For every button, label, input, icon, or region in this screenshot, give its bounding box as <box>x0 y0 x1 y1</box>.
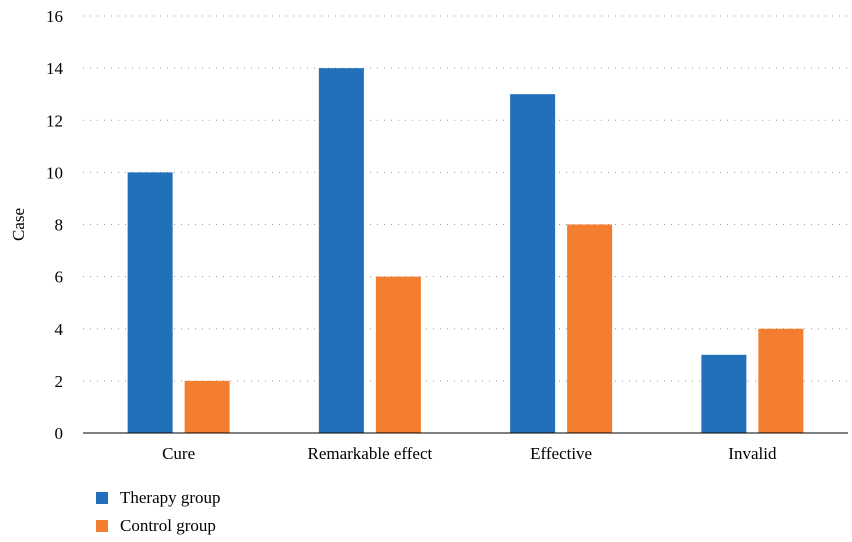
x-tick-label: Invalid <box>728 444 777 463</box>
bar-control-group <box>758 328 804 433</box>
legend-label: Therapy group <box>120 488 221 507</box>
legend-item: Therapy group <box>96 484 221 512</box>
y-tick-label: 0 <box>55 424 64 443</box>
legend: Therapy group Control group <box>96 484 221 540</box>
bar-therapy-group <box>318 68 364 433</box>
y-tick-label: 6 <box>55 268 64 287</box>
y-axis-ticks: 0 2 4 6 8 10 12 14 16 <box>46 7 64 443</box>
bars <box>127 68 804 433</box>
x-tick-label: Remarkable effect <box>307 444 432 463</box>
x-tick-label: Cure <box>162 444 195 463</box>
bar-therapy-group <box>127 172 173 433</box>
gridlines <box>83 15 848 382</box>
y-tick-label: 4 <box>55 320 64 339</box>
y-axis-title: Case <box>9 208 28 241</box>
bar-control-group <box>375 276 421 433</box>
x-axis-ticks: Cure Remarkable effect Effective Invalid <box>162 444 777 463</box>
legend-swatch <box>96 492 108 504</box>
bar-control-group <box>184 380 230 433</box>
y-tick-label: 12 <box>46 111 63 130</box>
bar-therapy-group <box>701 354 747 433</box>
bar-therapy-group <box>510 94 556 433</box>
bar-control-group <box>567 224 613 433</box>
y-tick-label: 14 <box>46 59 64 78</box>
bar-chart: 0 2 4 6 8 10 12 14 16 Cure Remarkable effect Effec… <box>9 7 848 463</box>
legend-label: Control group <box>120 516 216 535</box>
y-tick-label: 10 <box>46 163 63 182</box>
y-tick-label: 2 <box>55 372 64 391</box>
y-tick-label: 8 <box>55 216 64 235</box>
legend-item: Control group <box>96 512 221 540</box>
y-tick-label: 16 <box>46 7 63 26</box>
x-tick-label: Effective <box>530 444 592 463</box>
legend-swatch <box>96 520 108 532</box>
